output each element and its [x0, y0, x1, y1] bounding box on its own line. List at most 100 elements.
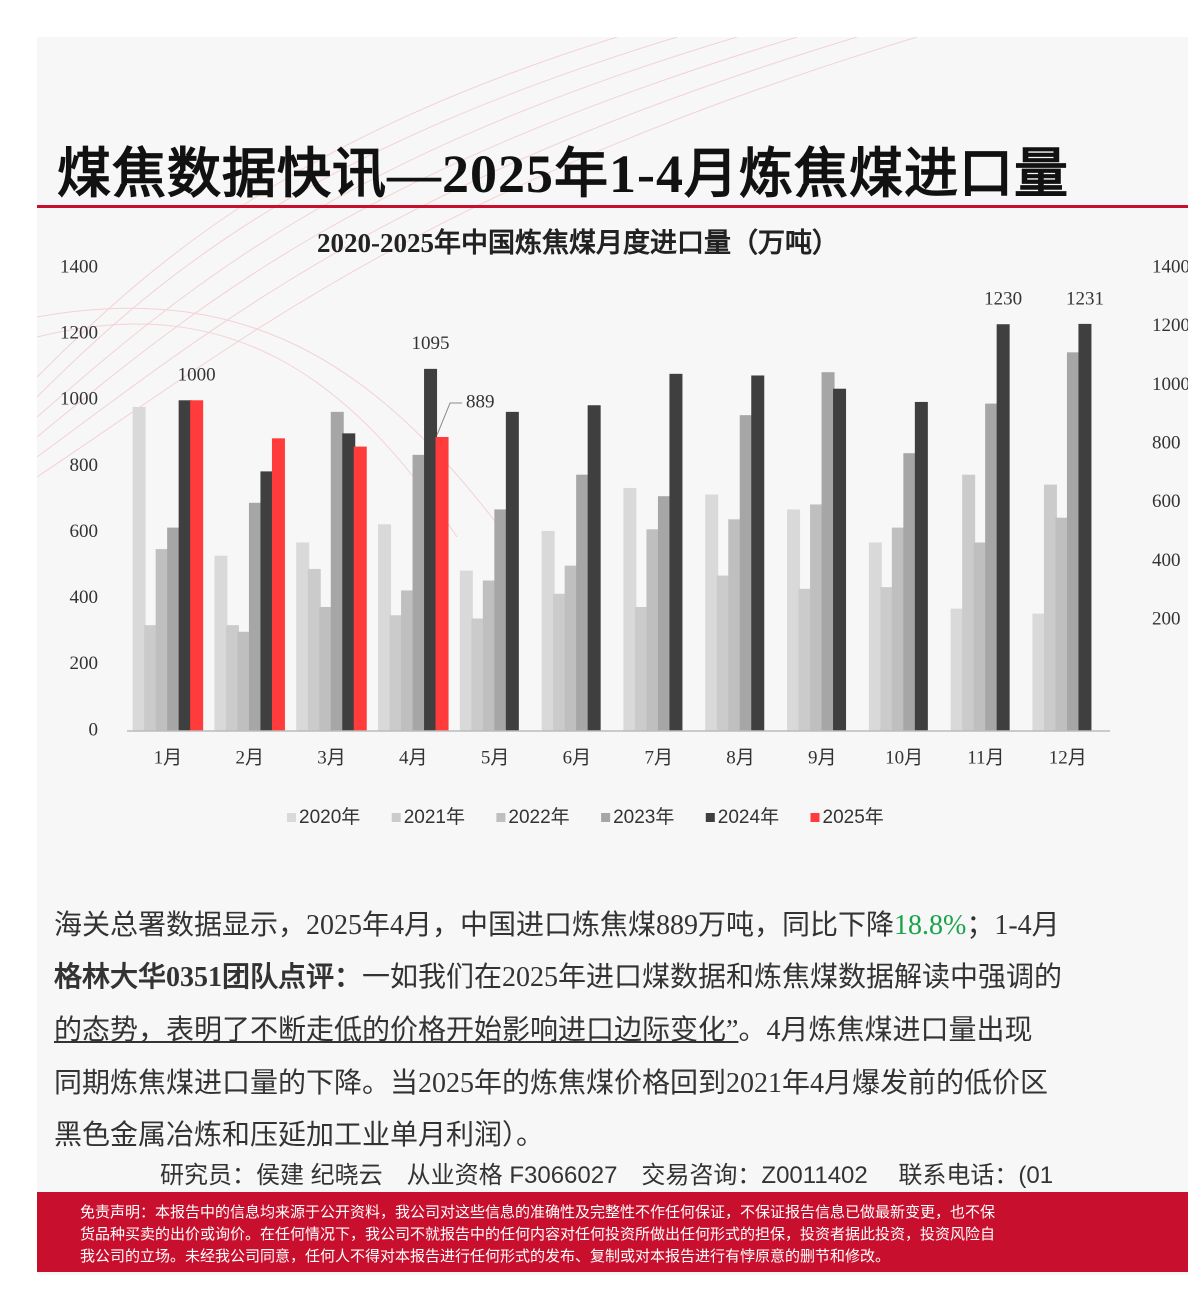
bar: [657, 496, 671, 731]
bar: [505, 411, 519, 731]
bar: [330, 411, 344, 731]
bar: [155, 549, 169, 731]
bar: [271, 438, 285, 731]
highlight: 18.8%: [894, 910, 967, 941]
y-tick-label: 600: [70, 521, 99, 542]
bar: [378, 524, 392, 731]
y-tick-label: 400: [70, 587, 99, 608]
bar: [342, 433, 356, 731]
bar: [260, 471, 274, 731]
bar: [810, 504, 824, 731]
y-tick-label: 1200: [60, 323, 98, 344]
bar: [576, 474, 590, 731]
bar: [798, 588, 812, 731]
bar: [132, 406, 146, 731]
bar: [178, 400, 192, 731]
chart-title: 2020-2025年中国炼焦煤月度进口量（万吨）: [317, 227, 839, 258]
x-tick-label: 9月: [808, 747, 837, 768]
bar: [646, 529, 660, 731]
bar: [787, 509, 801, 731]
legend-swatch: [810, 813, 820, 822]
text: 海关总署数据显示，2025年4月，中国进口炼焦煤889万吨，同比下降: [54, 910, 895, 941]
bar: [962, 474, 976, 731]
bar: [880, 587, 894, 731]
legend-label: 2022年: [508, 806, 569, 828]
data-label: 1230: [984, 289, 1022, 310]
label: 格林大华0351团队点评：: [54, 962, 363, 993]
bar: [482, 580, 496, 731]
y-tick-label: 600: [1152, 491, 1181, 512]
bar: [985, 403, 999, 731]
y-tick-label: 1000: [60, 389, 98, 410]
bar: [319, 606, 333, 731]
bar: [471, 618, 485, 731]
decoration: [37, 37, 918, 537]
chart: 2020-2025年中国炼焦煤月度进口量（万吨） 0 200 400 600 800 10…: [60, 227, 1188, 828]
x-tick-label: 8月: [726, 747, 755, 768]
bar: [144, 625, 158, 731]
x-tick-label: 11月: [967, 747, 1004, 768]
data-label: 889: [466, 391, 495, 412]
bar: [553, 593, 567, 731]
bar: [914, 401, 928, 731]
bar: [353, 446, 367, 731]
bar: [435, 436, 449, 731]
y-tick-label: 400: [1152, 550, 1181, 571]
legend-swatch: [287, 813, 296, 822]
legend-swatch: [391, 813, 401, 822]
y-tick-label: 200: [70, 653, 99, 674]
bar: [728, 519, 742, 731]
data-label: 1000: [178, 365, 216, 386]
bar: [237, 631, 251, 731]
disclaimer-line: 免责声明：本报告中的信息均来源于公开资料，我公司对这些信息的准确性及完整性不作任…: [80, 1203, 996, 1221]
leader-line: [436, 402, 463, 436]
bar: [634, 606, 648, 731]
x-tick-label: 5月: [481, 747, 510, 768]
bar: [739, 415, 753, 731]
bar: [833, 388, 847, 731]
disclaimer-line: 我公司的立场。未经我公司同意，任何人不得对本报告进行任何形式的发布、复制或对本报…: [80, 1247, 891, 1265]
bar: [459, 570, 473, 731]
x-tick-label: 6月: [563, 747, 592, 768]
x-tick-label: 2月: [235, 747, 264, 768]
x-tick-label: 3月: [317, 747, 346, 768]
bar: [821, 372, 835, 731]
legend-swatch: [601, 813, 611, 822]
bar: [1032, 613, 1046, 731]
body-line: 格林大华0351团队点评：一如我们在2025年进口煤数据和炼焦煤数据解读中强调的: [54, 955, 1062, 995]
body-line: 同期炼焦煤进口量的下降。当2025年的炼焦煤价格回到2021年4月爆发前的低价区: [54, 1068, 1049, 1099]
bar: [1043, 484, 1057, 731]
bar: [1055, 517, 1069, 731]
legend-label: 2021年: [404, 806, 465, 828]
legend-swatch: [705, 813, 715, 822]
text: ；1-4月: [966, 910, 1060, 941]
bar: [248, 502, 262, 731]
bar: [1066, 352, 1080, 731]
bar: [903, 453, 917, 731]
bar: [564, 565, 578, 731]
y-tick-label: 1400: [60, 256, 98, 277]
bar: [891, 527, 905, 731]
report-panel: 煤焦数据快讯—2025年1-4月炼焦煤进口量 2020-2025年中国炼焦煤月度…: [37, 37, 1188, 1275]
quote: 的态势，表明了不断走低的价格开始影响进口边际变化”: [54, 1015, 739, 1046]
report-title: 煤焦数据快讯—2025年1-4月炼焦煤进口量: [57, 144, 1069, 204]
bar: [623, 487, 637, 731]
contact: 研究员：侯建 纪晓云 从业资格 F3066027 交易咨询：Z0011402 联…: [160, 1162, 1054, 1189]
bar: [494, 509, 508, 731]
bar: [190, 400, 204, 731]
bar: [401, 590, 415, 731]
bar: [1078, 323, 1092, 731]
bar: [389, 615, 403, 731]
bar: [296, 542, 310, 731]
bar: [950, 608, 964, 731]
text: 。4月炼焦煤进口量出现: [738, 1015, 1033, 1046]
bar: [424, 368, 438, 731]
bar: [541, 530, 555, 731]
x-tick-label: 7月: [644, 747, 673, 768]
legend-label: 2020年: [299, 806, 360, 828]
x-tick-label: 1月: [154, 747, 183, 768]
y-tick-label: 200: [1152, 609, 1181, 630]
bar: [167, 527, 181, 731]
y-tick-label: 0: [89, 719, 99, 740]
